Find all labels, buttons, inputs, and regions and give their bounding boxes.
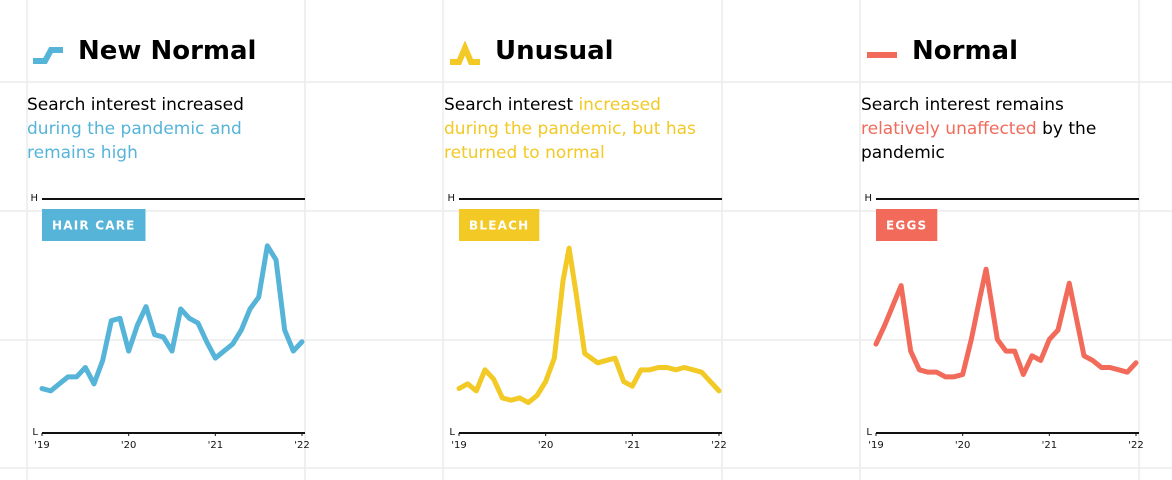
series-badge: EGGS [876, 209, 938, 241]
x-tick-label: '19 [34, 440, 49, 451]
data-line [873, 266, 1139, 380]
description-text: by the pandemic [861, 119, 1097, 163]
description-text: relatively unaffected [861, 119, 1037, 139]
description-text: Search interest [444, 95, 579, 115]
series-name: BLEACH [469, 219, 529, 233]
x-tick-label: '20 [121, 440, 136, 451]
x-tick-label: '20 [955, 440, 970, 451]
description-text: Search interest increased [27, 95, 244, 115]
x-tick-label: '22 [294, 440, 309, 451]
legend-icon [33, 47, 63, 64]
y-tick-label: H [447, 193, 455, 204]
x-tick-label: '20 [538, 440, 553, 451]
y-tick-label: L [449, 427, 455, 438]
y-tick-label: L [866, 427, 872, 438]
x-tick-label: '21 [1042, 440, 1057, 451]
badge-bg [876, 209, 938, 241]
series-badge: BLEACH [459, 209, 540, 241]
x-tick-label: '21 [208, 440, 223, 451]
description: Search interest increased during the pan… [444, 93, 699, 165]
x-tick-label: '22 [711, 440, 726, 451]
y-tick-label: H [30, 193, 38, 204]
description-text: during the pandemic and remains high [27, 119, 242, 163]
series-name: EGGS [886, 219, 927, 233]
x-tick-label: '19 [451, 440, 466, 451]
x-tick-label: '19 [868, 440, 883, 451]
chart-title: New Normal [78, 36, 257, 66]
badge-bg [42, 209, 146, 241]
series-name: HAIR CARE [52, 219, 136, 233]
x-tick-label: '21 [625, 440, 640, 451]
chart-title: Normal [912, 36, 1018, 66]
description: Search interest remains relatively unaff… [861, 93, 1116, 165]
description-text: Search interest remains [861, 95, 1064, 115]
data-line [39, 243, 305, 394]
legend-icon [450, 40, 480, 65]
series-badge: HAIR CARE [42, 209, 146, 241]
data-line [456, 245, 722, 406]
description: Search interest increased during the pan… [27, 93, 282, 165]
description-text: increased during the pandemic, but has r… [444, 95, 696, 163]
badge-bg [459, 209, 540, 241]
x-tick-label: '22 [1128, 440, 1143, 451]
y-tick-label: H [864, 193, 872, 204]
chart-title: Unusual [495, 36, 614, 66]
y-tick-label: L [32, 427, 38, 438]
